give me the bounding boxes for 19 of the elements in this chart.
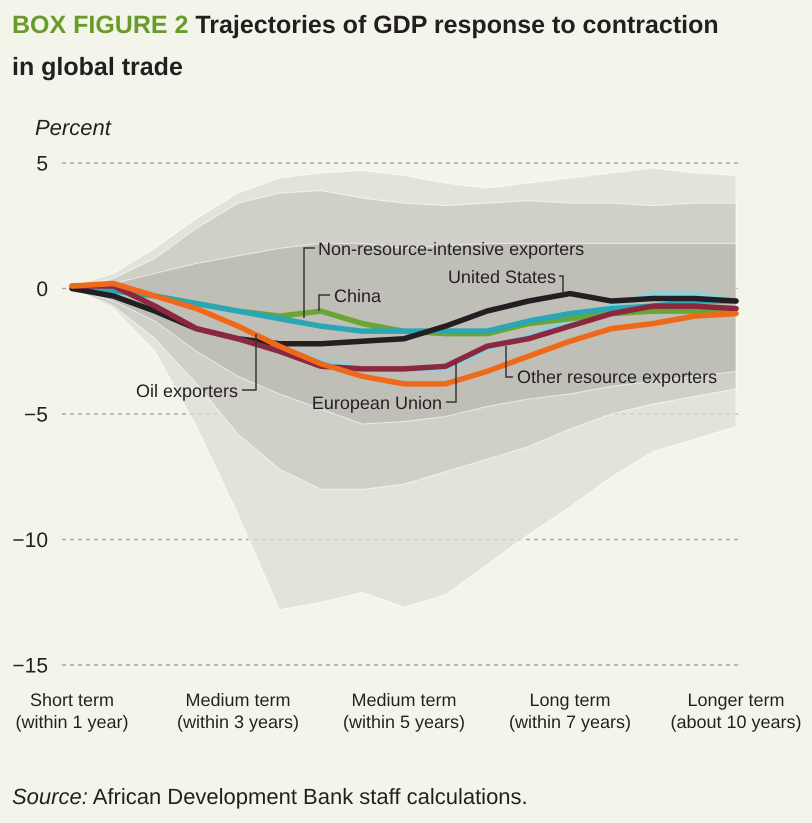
series-label: China: [334, 286, 382, 306]
x-tick-label: Medium term (within 3 years): [176, 690, 300, 732]
series-label: United States: [448, 267, 556, 287]
x-tick-label: Medium term (within 5 years): [342, 690, 466, 732]
series-label: Other resource exporters: [517, 367, 718, 387]
y-tick-label: −10: [12, 528, 48, 552]
y-tick-label: 0: [36, 278, 48, 301]
y-tick-label: −15: [12, 654, 48, 678]
text: Oil exporters: [136, 381, 238, 401]
x-tick-label: Long term (within 7 years): [508, 690, 632, 732]
y-tick-label: −5: [24, 403, 48, 426]
series-label: European Union: [312, 393, 442, 413]
text: BOX FIGURE 2: [12, 11, 188, 39]
source-note: Source: African Development Bank staff calculations.: [12, 784, 528, 809]
y-axis-title: Percent: [35, 115, 112, 140]
x-tick-label: Longer term (about 10 years): [670, 690, 802, 732]
x-tick-label: Short term (within 1 year): [15, 690, 129, 732]
text: Non-resource-intensive exporters: [318, 239, 584, 259]
y-tick-label: 5: [36, 152, 48, 176]
